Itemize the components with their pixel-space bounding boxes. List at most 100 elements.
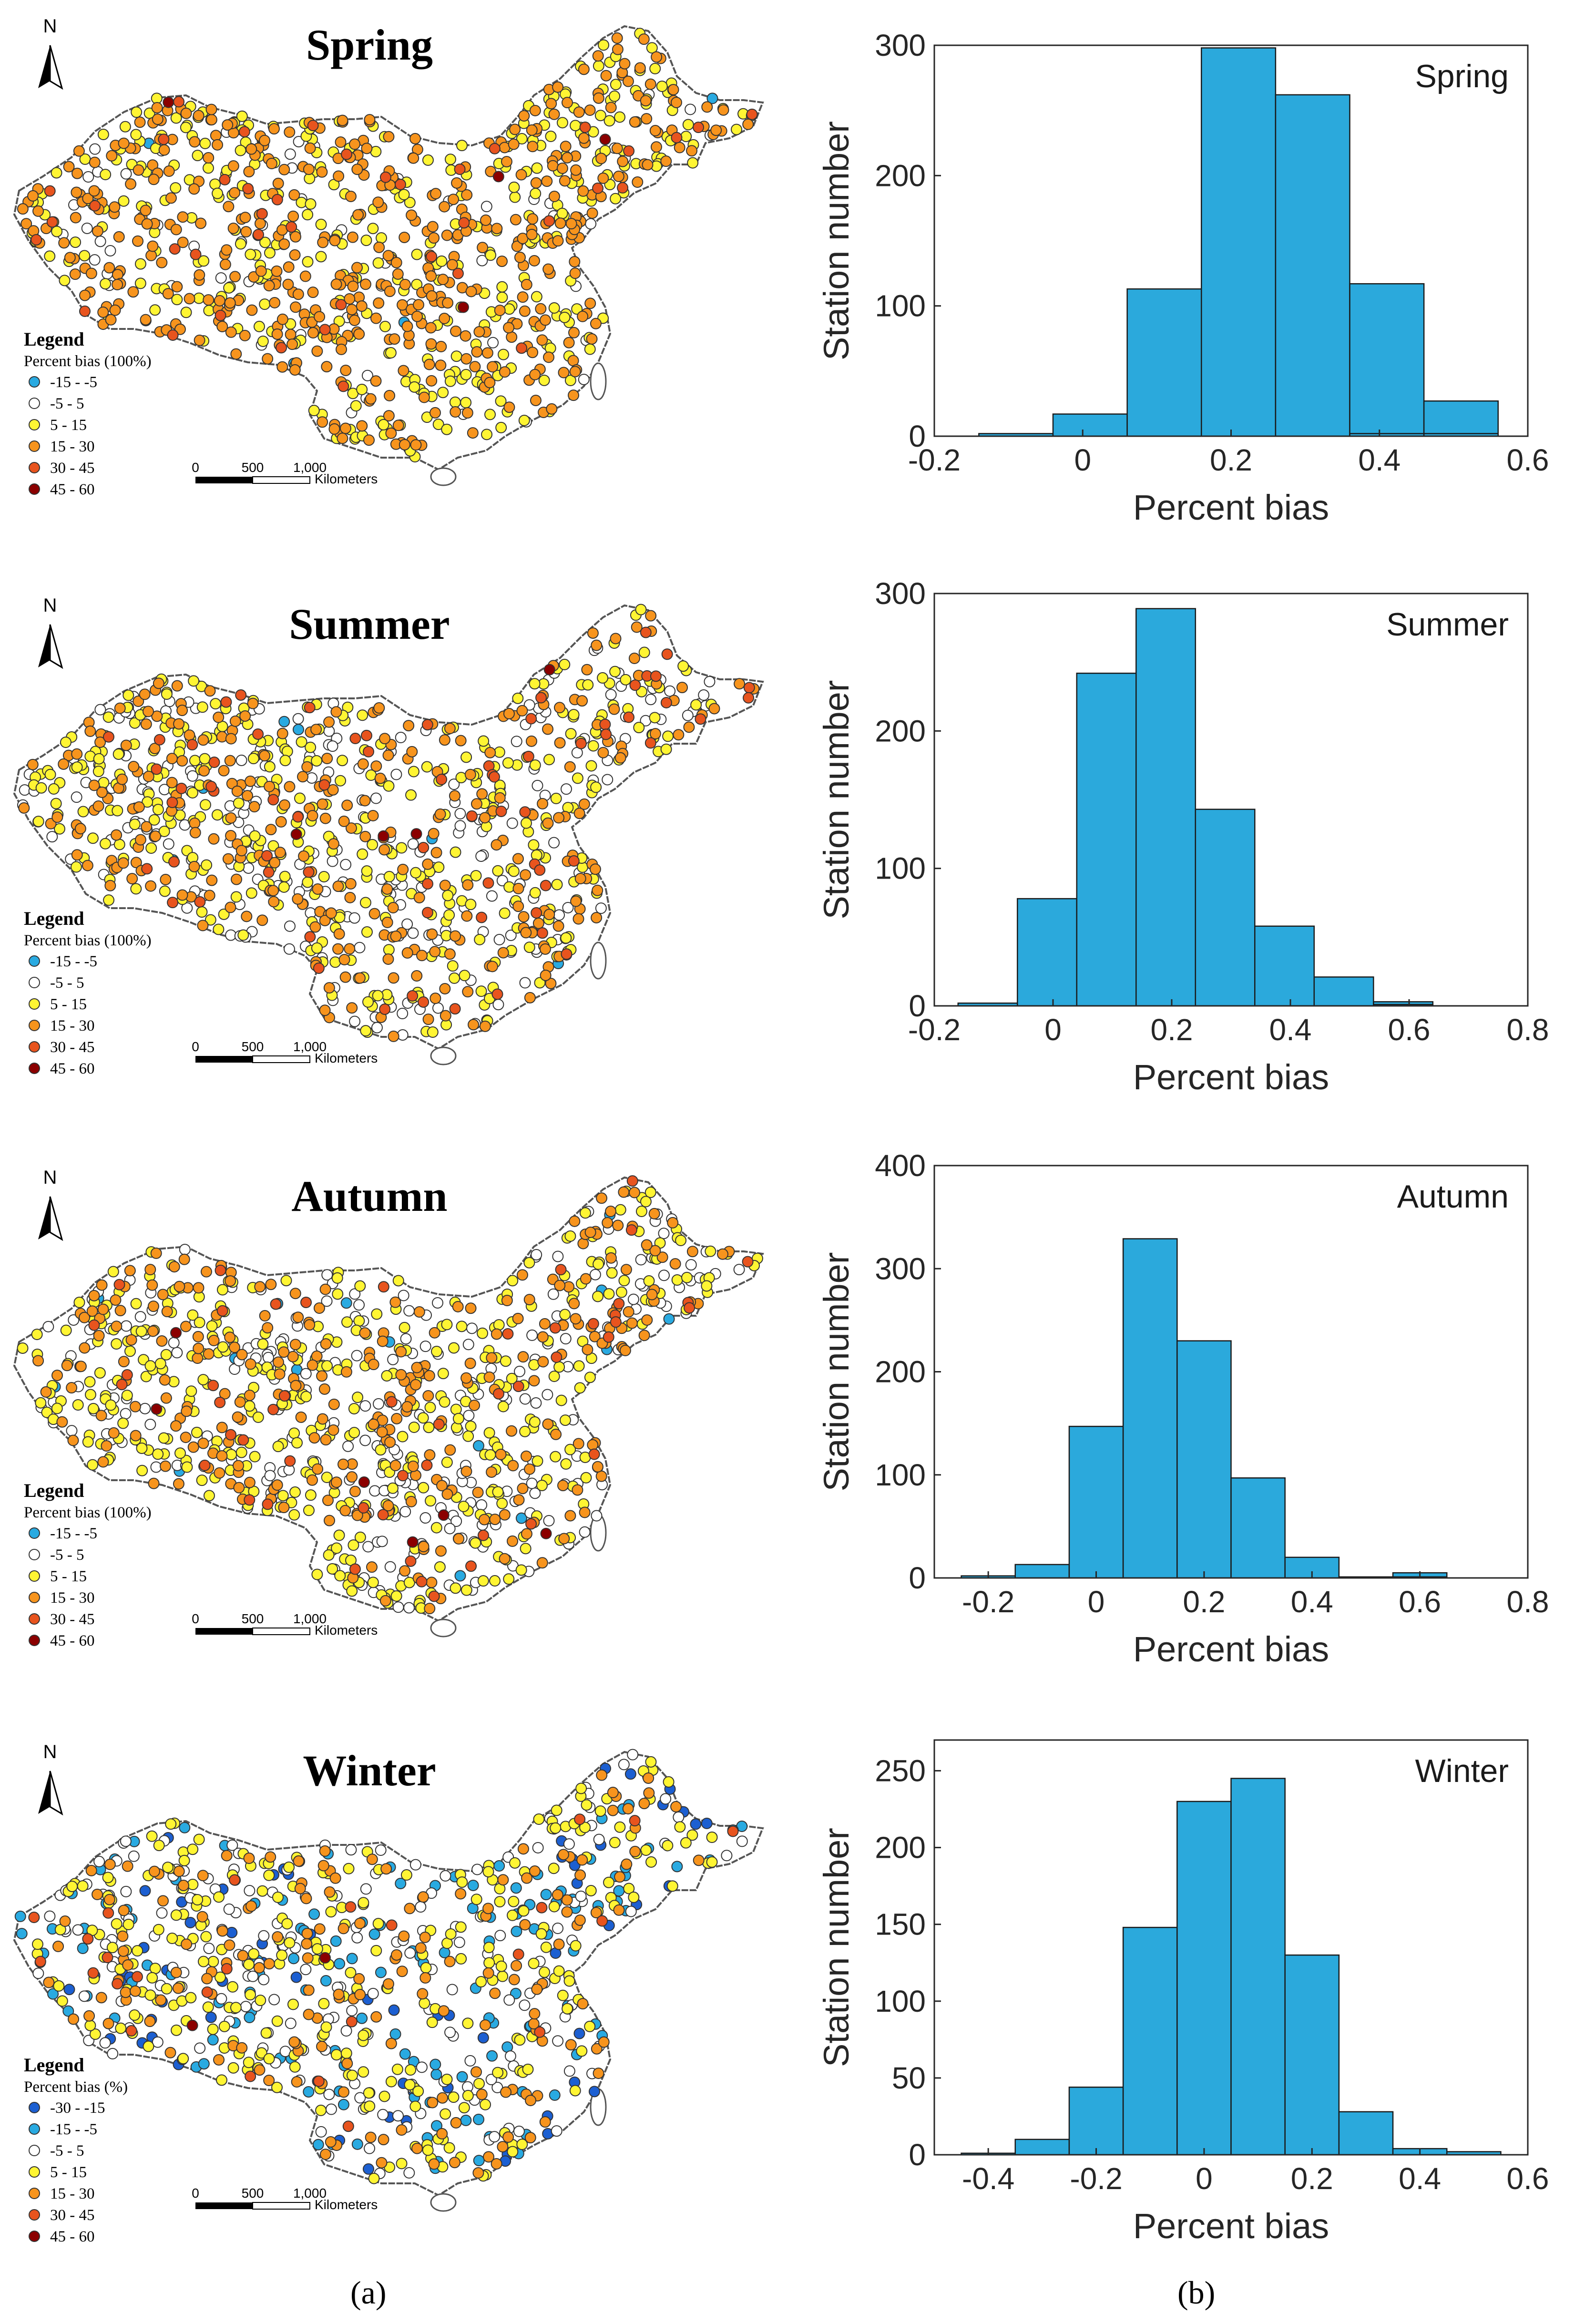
station-dot [225,733,237,745]
station-dot [188,860,200,872]
bar-5 [1195,809,1256,1007]
station-dot [307,1359,318,1371]
station-dot [108,1427,120,1439]
station-dot [50,798,62,809]
station-dot [160,1349,172,1361]
station-dot [593,1258,604,1270]
station-dot [496,1497,508,1509]
station-dot [614,1871,626,1883]
station-dot [230,2002,242,2014]
station-dot [403,720,415,732]
station-dot [600,728,612,740]
north-label: N [43,595,57,616]
station-dot [201,859,213,871]
station-dot [194,1317,205,1329]
station-dot [146,1830,158,1842]
station-dot [217,1341,229,1353]
station-dot [503,1994,515,2006]
station-dot [411,2142,423,2154]
station-dot [351,164,363,175]
x-tick-label: 0.6 [1388,1013,1431,1047]
station-dot [70,212,82,224]
station-dot [690,699,702,711]
station-dot [149,743,161,755]
station-dot [203,152,215,164]
station-dot [153,734,165,746]
station-dot [214,1396,226,1408]
station-dot [564,1510,576,1522]
station-dot [158,144,170,156]
station-dot [420,1962,432,1974]
station-dot [210,130,222,142]
station-dot [553,702,565,714]
station-dot [439,1396,450,1408]
station-dot [16,1928,28,1940]
station-dot [145,249,157,261]
station-dot [89,156,101,168]
station-dot [552,1250,564,1262]
station-dot [527,213,539,225]
scale-tick-label: 1,000 [293,460,327,475]
station-dot [570,1940,582,1952]
y-tick-label: 300 [875,576,926,611]
station-dot [241,911,253,922]
station-dot [196,1911,208,1923]
station-dot [388,972,399,984]
station-dot [589,863,601,875]
station-dot [437,274,449,286]
station-dot [289,2061,301,2073]
station-dot [444,1523,456,1535]
station-dot [570,1313,582,1325]
station-dot [586,207,598,219]
station-dot [331,1272,343,1284]
station-dot [123,689,134,701]
station-dot [648,1208,660,1219]
station-dot [161,688,173,700]
station-dot [553,1938,565,1950]
station-dot [591,1510,603,1522]
station-dot [114,702,126,714]
station-dot [553,1965,565,1977]
bar-2 [1068,1425,1124,1579]
station-dot [526,1329,538,1341]
station-dot [348,1403,360,1414]
station-dot [408,1421,420,1433]
station-dot [144,1419,156,1431]
station-dot [278,1346,290,1358]
x-axis-label: Percent bias [1133,2206,1329,2246]
station-dot [71,748,83,760]
station-dot [489,1575,501,1587]
station-dot [548,302,560,314]
station-dot [317,798,328,810]
station-dot [180,1321,192,1332]
station-dot [345,878,357,890]
station-dot [462,879,474,891]
station-dot [501,156,512,168]
station-dot [395,732,407,744]
station-dot [354,1280,366,1292]
station-dot [240,226,252,238]
station-dot [592,1290,604,1302]
station-dot [96,786,108,798]
station-dot [330,2049,342,2061]
station-dot [130,1298,142,1310]
scale-tick-label: 0 [192,1611,199,1626]
station-dot [370,792,382,804]
station-dot [345,1844,357,1856]
station-dot [431,1345,443,1357]
station-dot [367,839,378,850]
bar-3 [1201,47,1277,437]
station-dot [441,423,453,435]
legend-label: 30 - 45 [50,1039,95,1056]
x-tick-label: 0.6 [1507,2161,1549,2196]
station-dot [180,307,192,318]
legend-title: Legend [24,328,84,350]
station-dot [35,1397,47,1409]
station-dot [476,255,488,266]
station-dot [179,1822,191,1833]
station-dot [561,152,573,164]
station-dot [322,1495,334,1506]
station-dot [173,1865,185,1877]
station-dot [255,1995,266,2007]
